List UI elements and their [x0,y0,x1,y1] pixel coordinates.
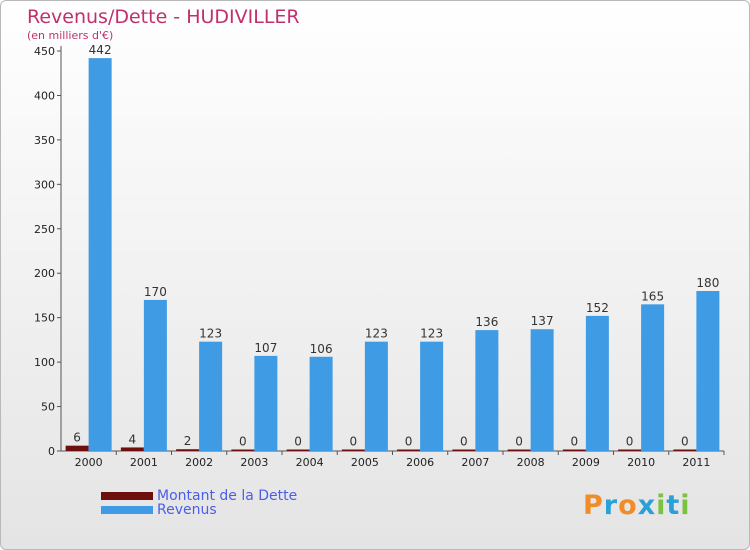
data-label-revenus: 107 [254,341,277,355]
bar-revenus [199,341,223,451]
data-label-revenus: 123 [365,327,388,341]
y-tick-label: 350 [34,134,55,147]
data-label-revenus: 165 [641,289,664,303]
legend-label-dette: Montant de la Dette [157,488,298,504]
legend-swatch-revenus [101,506,153,514]
data-label-dette: 0 [681,435,689,449]
y-tick-label: 450 [34,45,55,58]
data-label-dette: 6 [73,431,81,445]
data-label-dette: 0 [515,435,523,449]
logo-letter: t [666,490,681,521]
data-label-dette: 0 [571,435,579,449]
x-tick-label: 2009 [572,456,600,469]
bar-dette [120,447,144,451]
logo-letter: i [680,490,691,521]
data-label-revenus: 152 [586,301,609,315]
data-label-dette: 0 [626,435,634,449]
x-tick-label: 2005 [351,456,379,469]
data-label-revenus: 123 [199,327,222,341]
data-label-revenus: 136 [475,315,498,329]
data-label-revenus: 180 [696,276,719,290]
bar-revenus [364,341,388,451]
data-label-revenus: 170 [144,285,167,299]
logo-letter: o [618,490,638,521]
bar-revenus [530,329,554,451]
bar-dette [673,449,697,451]
data-label-revenus: 106 [310,342,333,356]
chart-title: Revenus/Dette - HUDIVILLER [27,6,300,28]
data-label-dette: 0 [460,435,468,449]
bar-dette [341,449,365,451]
bar-dette [507,449,531,451]
bar-dette [397,449,421,451]
legend-label-revenus: Revenus [157,502,217,518]
legend-swatch-dette [101,492,153,500]
x-tick-label: 2001 [130,456,158,469]
bar-revenus [254,355,278,451]
x-tick-label: 2003 [240,456,268,469]
bar-revenus [696,291,720,451]
x-tick-label: 2000 [75,456,103,469]
legend-item-dette: Montant de la Dette [101,488,297,504]
x-tick-label: 2004 [296,456,324,469]
bar-revenus [143,299,167,451]
y-tick-label: 400 [34,89,55,102]
y-tick-label: 250 [34,223,55,236]
bar-revenus [88,58,112,451]
bar-revenus [475,330,499,451]
bar-dette [176,449,200,451]
x-tick-label: 2002 [185,456,213,469]
data-label-revenus: 123 [420,327,443,341]
data-label-dette: 4 [129,432,137,446]
bar-dette [562,449,586,451]
data-label-revenus: 137 [531,314,554,328]
bar-revenus [420,341,444,451]
data-label-dette: 0 [294,435,302,449]
y-tick-label: 50 [41,401,55,414]
data-label-dette: 2 [184,434,192,448]
x-tick-label: 2008 [517,456,545,469]
y-tick-label: 100 [34,356,55,369]
data-label-dette: 0 [239,435,247,449]
bar-dette [65,445,89,451]
legend-item-revenus: Revenus [101,502,217,518]
logo-letter: P [583,490,604,521]
x-tick-label: 2010 [627,456,655,469]
y-tick-label: 300 [34,178,55,191]
bar-dette [452,449,476,451]
logo-letter: r [603,490,619,521]
chart-subtitle: (en milliers d'€) [27,29,114,42]
y-tick-label: 150 [34,312,55,325]
data-label-dette: 0 [405,435,413,449]
logo-letter: i [656,490,667,521]
bar-dette [231,449,255,451]
bar-revenus [585,315,609,451]
y-tick-label: 200 [34,267,55,280]
bar-dette [286,449,310,451]
x-tick-label: 2011 [682,456,710,469]
data-label-revenus: 442 [89,43,112,57]
bar-revenus [641,304,665,451]
data-label-dette: 0 [350,435,358,449]
proxiti-logo: Proxiti [583,490,691,521]
y-tick-label: 0 [48,445,55,458]
x-tick-label: 2006 [406,456,434,469]
logo-letter: x [637,490,657,521]
x-tick-label: 2007 [461,456,489,469]
bar-dette [618,449,642,451]
bar-revenus [309,356,333,451]
